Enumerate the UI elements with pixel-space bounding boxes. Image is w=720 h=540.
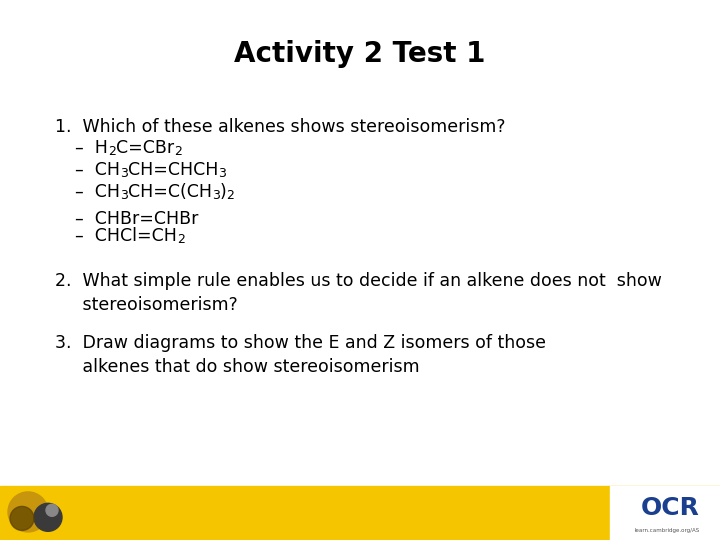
Circle shape bbox=[8, 492, 48, 532]
Text: 2: 2 bbox=[174, 145, 181, 158]
Text: 3: 3 bbox=[212, 189, 220, 202]
Circle shape bbox=[10, 507, 34, 530]
Text: 2: 2 bbox=[108, 145, 116, 158]
Text: 1.  Which of these alkenes shows stereoisomerism?: 1. Which of these alkenes shows stereois… bbox=[55, 118, 505, 136]
Text: CH=CHCH: CH=CHCH bbox=[128, 161, 218, 179]
Text: 3: 3 bbox=[120, 167, 128, 180]
Text: –  H: – H bbox=[75, 139, 108, 157]
Text: 3: 3 bbox=[218, 167, 226, 180]
Circle shape bbox=[34, 503, 62, 531]
Text: learn.cambridge.org/AS: learn.cambridge.org/AS bbox=[635, 528, 700, 533]
Text: CH=C(CH: CH=C(CH bbox=[128, 183, 212, 201]
Text: 2: 2 bbox=[227, 189, 235, 202]
Text: Activity 2 Test 1: Activity 2 Test 1 bbox=[234, 40, 486, 68]
Text: alkenes that do show stereoisomerism: alkenes that do show stereoisomerism bbox=[55, 358, 420, 376]
Circle shape bbox=[46, 504, 58, 516]
Text: –  CHCl=CH: – CHCl=CH bbox=[75, 227, 177, 245]
Text: C=CBr: C=CBr bbox=[116, 139, 174, 157]
Text: –  CHBr=CHBr: – CHBr=CHBr bbox=[75, 211, 199, 228]
Text: 3.  Draw diagrams to show the E and Z isomers of those: 3. Draw diagrams to show the E and Z iso… bbox=[55, 334, 546, 352]
Text: –  CH: – CH bbox=[75, 161, 120, 179]
Bar bbox=[610, 486, 720, 540]
Text: 2: 2 bbox=[177, 233, 185, 246]
Text: –  CH: – CH bbox=[75, 183, 120, 201]
Text: 2.  What simple rule enables us to decide if an alkene does not  show: 2. What simple rule enables us to decide… bbox=[55, 272, 662, 290]
Text: OCR: OCR bbox=[641, 496, 700, 519]
Bar bbox=[0, 486, 720, 540]
Text: stereoisomerism?: stereoisomerism? bbox=[55, 296, 238, 314]
Text: ): ) bbox=[220, 183, 227, 201]
Text: 3: 3 bbox=[120, 189, 128, 202]
